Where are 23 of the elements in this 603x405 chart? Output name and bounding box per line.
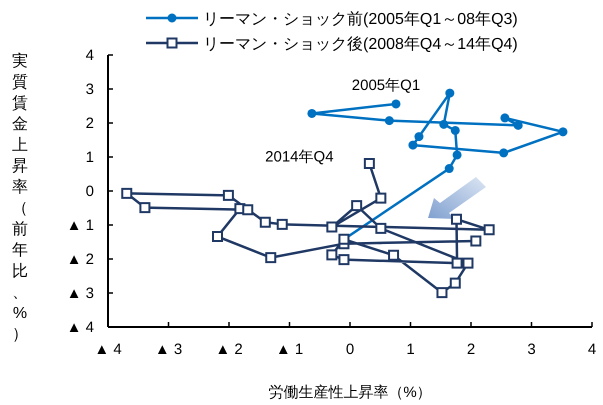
x-tick-label: ▲ 1 (276, 341, 304, 358)
x-axis-title: 労働生産性上昇率（%） (268, 384, 432, 401)
y-axis-title: 実質賃金上昇率（前年比、%） (12, 53, 28, 343)
y-tick-label: 3 (86, 81, 94, 98)
y-tick-label: ▲ 2 (66, 251, 94, 268)
y-tick-label: 2 (86, 115, 94, 132)
x-tick-label: 1 (406, 341, 415, 358)
x-tick-label: ▲ 2 (215, 341, 243, 358)
legend-label: リーマン・ショック前(2005年Q1～08年Q3) (203, 10, 518, 28)
y-tick-label: ▲ 1 (66, 217, 94, 234)
x-tick-label: 3 (527, 341, 536, 358)
y-tick-label: ▲ 4 (66, 319, 94, 336)
legend-label: リーマン・ショック後(2008年Q4～14年Q4) (203, 35, 518, 53)
x-tick-label: 4 (588, 341, 596, 358)
annotation: 2005年Q1 (352, 76, 420, 94)
x-tick-label: 2 (466, 341, 476, 358)
y-tick-label: 1 (86, 149, 94, 166)
annotation: 2014年Q4 (265, 148, 334, 166)
x-tick-label: ▲ 3 (154, 341, 182, 358)
x-tick-label: 0 (346, 341, 354, 358)
y-tick-label: 0 (86, 183, 94, 200)
y-tick-label: ▲ 3 (66, 285, 94, 302)
y-tick-label: 4 (86, 47, 94, 64)
